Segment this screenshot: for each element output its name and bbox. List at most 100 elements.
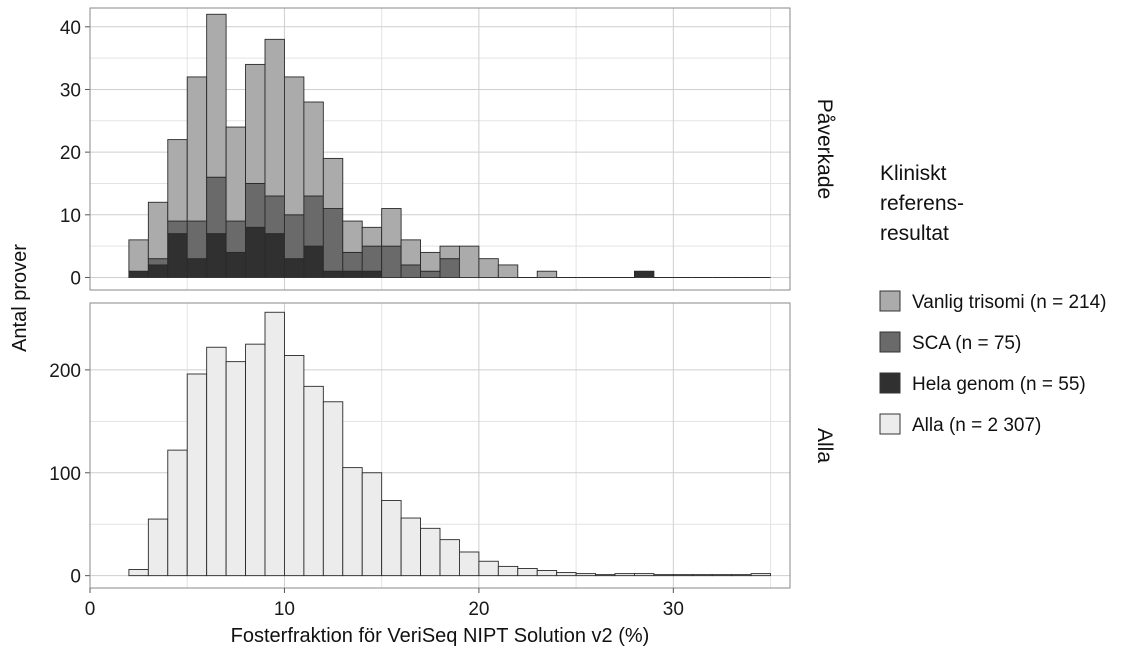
legend-entry-label: SCA (n = 75): [912, 333, 1021, 354]
histogram-bar: [731, 574, 752, 577]
histogram-bar: [245, 226, 266, 278]
legend-swatch: [879, 372, 901, 394]
histogram-bar: [283, 214, 305, 260]
x-axis-title: Fosterfraktion för VeriSeq NIPT Solution…: [231, 625, 650, 647]
legend-entry-label: Hela genom (n = 55): [912, 374, 1086, 395]
histogram-bar: [303, 245, 324, 278]
histogram-bar: [322, 401, 344, 577]
histogram-bar: [186, 373, 208, 577]
histogram-bar: [303, 195, 324, 247]
histogram-bar: [167, 233, 188, 278]
histogram-bar: [342, 270, 363, 278]
facet-strip-label: Alla: [813, 428, 836, 463]
histogram-bar: [750, 573, 772, 577]
histogram-bar: [439, 258, 460, 278]
histogram-bar: [633, 270, 655, 278]
histogram-bar: [692, 574, 713, 577]
histogram-bar: [342, 251, 363, 272]
histogram-bar: [225, 361, 247, 577]
legend-title-line: resultat: [880, 222, 949, 245]
histogram-bar: [497, 565, 519, 577]
histogram-bar: [245, 63, 266, 184]
legend-swatch: [879, 413, 901, 435]
legend-swatch: [879, 331, 901, 353]
histogram-bar: [342, 467, 363, 577]
histogram-bar: [672, 574, 694, 577]
histogram-bar: [283, 355, 305, 577]
histogram-bar: [206, 13, 227, 178]
histogram-bar: [361, 226, 383, 247]
histogram-bar: [361, 270, 383, 278]
histogram-bar: [478, 258, 499, 278]
histogram-bar: [206, 176, 227, 235]
histogram-bar: [400, 517, 422, 577]
histogram-bar: [147, 518, 169, 577]
histogram-bar: [381, 500, 402, 577]
histogram-bar: [245, 343, 266, 577]
histogram-bar: [322, 157, 344, 209]
histogram-bar: [595, 574, 616, 577]
y-tick-label: 10: [60, 206, 81, 227]
histogram-bar: [536, 570, 558, 577]
y-tick-label: 40: [60, 18, 81, 39]
y-tick-label: 100: [49, 464, 81, 485]
histogram-bar: [381, 245, 402, 278]
panel-border: [89, 7, 791, 291]
histogram-bar: [400, 239, 422, 266]
histogram-bar: [225, 251, 247, 278]
histogram-bar: [361, 472, 383, 577]
histogram-bar: [264, 38, 285, 197]
histogram-bar: [420, 527, 441, 577]
histogram-bar: [128, 569, 149, 577]
panel-border: [89, 302, 791, 589]
histogram-bar: [186, 258, 208, 278]
legend-entry-label: Vanlig trisomi (n = 214): [912, 292, 1106, 313]
legend-swatch: [879, 290, 901, 312]
histogram-bar: [458, 551, 480, 577]
histogram-bar: [147, 264, 169, 278]
histogram-bar: [147, 201, 169, 260]
histogram-bar: [264, 233, 285, 278]
histogram-bar: [225, 126, 247, 222]
y-tick-label: 0: [70, 268, 81, 289]
histogram-bar: [381, 208, 402, 247]
y-tick-label: 20: [60, 143, 81, 164]
histogram-bar: [439, 539, 460, 577]
histogram-bar: [206, 233, 227, 278]
histogram-bar: [633, 573, 655, 577]
x-tick-label: 10: [274, 599, 295, 620]
histogram-bar: [283, 258, 305, 278]
histogram-bar: [303, 101, 324, 197]
x-tick-label: 0: [85, 599, 96, 620]
legend-entry-label: Alla (n = 2 307): [912, 415, 1041, 436]
histogram-bar: [653, 574, 674, 577]
histogram-bar: [556, 572, 577, 577]
histogram-bar: [167, 139, 188, 222]
histogram-bar: [303, 385, 324, 577]
histogram-bar: [439, 245, 460, 260]
y-axis-title: Antal prover: [9, 244, 31, 352]
histogram-bar: [225, 220, 247, 253]
histogram-bar: [167, 220, 188, 235]
histogram-bar: [283, 76, 305, 216]
histogram-bar: [478, 560, 499, 577]
y-tick-label: 30: [60, 80, 81, 101]
histogram-bar: [497, 264, 519, 278]
histogram-bar: [361, 245, 383, 272]
histogram-bar: [420, 270, 441, 278]
histogram-bar: [517, 568, 538, 577]
histogram-bar: [575, 573, 597, 577]
legend-title-line: referens-: [880, 192, 964, 215]
histogram-bar: [264, 311, 285, 577]
facet-strip-label: Påverkade: [813, 99, 836, 199]
histogram-bar: [458, 245, 480, 278]
histogram-bar: [322, 208, 344, 272]
histogram-bar: [245, 183, 266, 228]
histogram-bar: [536, 270, 558, 278]
x-tick-label: 20: [468, 599, 489, 620]
histogram-bar: [322, 270, 344, 278]
histogram-bar: [128, 270, 149, 278]
histogram-bar: [342, 220, 363, 253]
y-tick-label: 200: [49, 361, 81, 382]
